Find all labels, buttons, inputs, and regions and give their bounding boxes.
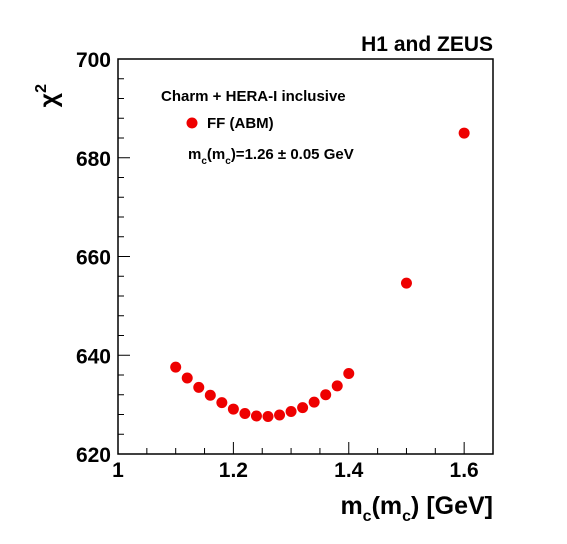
mc-value-annotation: mc(mc)=1.26 ± 0.05 GeV — [188, 146, 354, 167]
data-point — [458, 127, 470, 139]
chart-title: H1 and ZEUS — [361, 33, 493, 56]
data-point — [343, 368, 355, 380]
plot-frame — [117, 58, 494, 455]
x-axis-tick-labels: 1 1.2 1.4 1.6 — [112, 459, 479, 482]
legend-header: Charm + HERA-I inclusive — [161, 88, 346, 105]
data-point — [297, 402, 309, 414]
legend-marker — [186, 117, 198, 129]
data-point — [204, 389, 216, 401]
y-axis-tick-labels: 620 640 660 680 700 — [76, 49, 111, 467]
data-point — [320, 389, 332, 401]
data-point — [331, 380, 343, 392]
x-tick-label: 1.6 — [450, 459, 479, 482]
y-axis-ticks — [118, 58, 130, 455]
x-tick-label: 1.4 — [334, 459, 364, 482]
y-tick-label: 660 — [76, 247, 111, 270]
data-point — [193, 381, 205, 393]
x-tick-label: 1 — [112, 459, 124, 482]
y-tick-label: 700 — [76, 49, 111, 72]
data-point — [227, 403, 239, 415]
y-axis-label: χ2 — [33, 84, 63, 107]
x-axis-label: mc(mc) [GeV] — [340, 492, 493, 525]
data-point — [170, 361, 182, 373]
data-points — [170, 127, 470, 422]
data-point — [262, 410, 274, 422]
data-point — [285, 406, 297, 418]
data-point — [274, 409, 286, 421]
data-point — [400, 277, 412, 289]
data-point — [250, 410, 262, 422]
data-point — [239, 408, 251, 420]
y-tick-label: 680 — [76, 148, 111, 171]
y-tick-label: 640 — [76, 345, 111, 368]
data-point — [216, 397, 228, 409]
data-point — [181, 372, 193, 384]
y-tick-label: 620 — [76, 444, 111, 467]
x-tick-label: 1.2 — [219, 459, 248, 482]
legend-entry-ff-abm: FF (ABM) — [207, 115, 274, 132]
x-axis-ticks — [117, 442, 494, 454]
data-point — [308, 396, 320, 408]
